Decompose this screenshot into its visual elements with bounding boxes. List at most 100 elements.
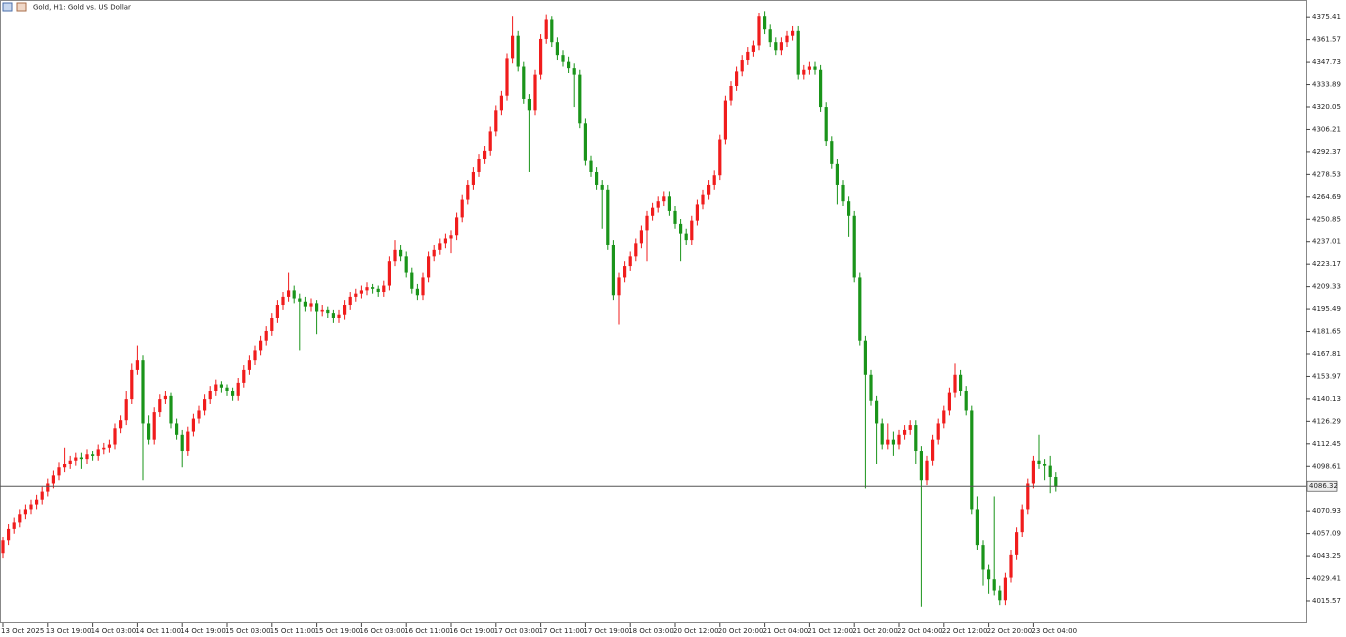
candle-body <box>158 399 162 413</box>
candle-body <box>802 69 806 75</box>
candle-body <box>589 160 593 172</box>
candle-body <box>197 410 201 419</box>
candle-body <box>471 171 475 185</box>
y-tick-label: 4057.09 <box>1312 530 1341 538</box>
candle-body <box>561 55 565 62</box>
candle-body <box>331 313 335 318</box>
candle-body <box>533 74 537 111</box>
x-tick-label: 16 Oct 11:00 <box>404 627 450 635</box>
chart-title: Gold, H1: Gold vs. US Dollar <box>33 4 131 12</box>
candle-body <box>779 42 783 51</box>
candle-body <box>516 35 520 67</box>
candle-body <box>729 85 733 101</box>
candle-body <box>35 499 39 505</box>
x-tick-label: 15 Oct 03:00 <box>225 627 271 635</box>
candle-body <box>253 350 257 361</box>
x-tick-label: 17 Oct 03:00 <box>494 627 540 635</box>
candle-body <box>96 449 100 456</box>
candle-body <box>975 509 979 546</box>
candle-body <box>29 504 33 510</box>
candle-body <box>673 210 677 224</box>
x-tick-label: 21 Oct 04:00 <box>763 627 809 635</box>
candle-body <box>712 175 716 185</box>
candle-body <box>785 35 789 43</box>
x-tick-label: 14 Oct 11:00 <box>135 627 181 635</box>
y-tick-label: 4375.41 <box>1312 13 1341 21</box>
plot-frame <box>0 0 1307 623</box>
candle-body <box>690 220 694 241</box>
candle-body <box>925 460 929 481</box>
candle-body <box>768 29 772 43</box>
candle-body <box>1031 460 1035 484</box>
candle-body <box>51 475 55 484</box>
icon[interactable] <box>16 2 27 12</box>
candle-body <box>309 303 313 307</box>
candle-body <box>107 444 111 448</box>
y-tick-label: 4320.05 <box>1312 103 1341 111</box>
y-tick-label: 4223.17 <box>1312 260 1341 268</box>
candle-body <box>432 249 436 257</box>
candle-body <box>399 249 403 257</box>
candle-body <box>421 277 425 296</box>
candle-body <box>891 439 895 445</box>
x-tick-label: 16 Oct 19:00 <box>449 627 495 635</box>
y-tick-label: 4361.57 <box>1312 36 1341 44</box>
price-label: 4086.32 <box>1309 482 1338 490</box>
candle-body <box>1009 554 1013 578</box>
candle-body <box>163 395 167 400</box>
candle-body <box>897 434 901 445</box>
candle-body <box>23 509 27 515</box>
candle-body <box>813 66 817 70</box>
candle-body <box>264 330 268 341</box>
icon[interactable] <box>2 2 13 12</box>
candle-body <box>947 392 951 411</box>
x-tick-label: 13 Oct 19:00 <box>46 627 92 635</box>
candle-body <box>863 340 867 375</box>
candle-body <box>662 196 666 202</box>
candle-body <box>505 58 509 96</box>
candle-body <box>522 66 526 99</box>
x-tick-label: 17 Oct 19:00 <box>583 627 629 635</box>
candle-body <box>483 150 487 159</box>
candle-body <box>875 400 879 424</box>
candle-body <box>488 131 492 151</box>
candle-body <box>645 215 649 231</box>
candle-body <box>908 425 912 430</box>
y-tick-label: 4333.89 <box>1312 81 1341 89</box>
candle-body <box>796 30 800 75</box>
y-tick-label: 4098.61 <box>1312 462 1341 470</box>
candle-body <box>298 298 302 302</box>
y-tick-label: 4070.93 <box>1312 507 1341 515</box>
candle-body <box>656 201 660 208</box>
candle-body <box>12 522 16 529</box>
candle-body <box>499 95 503 111</box>
candle-body <box>259 340 263 351</box>
candle-body <box>85 454 89 460</box>
y-tick-label: 4181.65 <box>1312 328 1341 336</box>
y-tick-label: 4015.57 <box>1312 597 1341 605</box>
candle-body <box>354 293 358 297</box>
candle-body <box>981 545 985 570</box>
y-tick-label: 4195.49 <box>1312 305 1341 313</box>
candle-body <box>247 360 251 370</box>
y-tick-label: 4153.97 <box>1312 372 1341 380</box>
price-label-box <box>1306 480 1338 492</box>
candle-body <box>959 374 963 391</box>
y-tick-label: 4112.45 <box>1312 440 1341 448</box>
candle-body <box>611 244 615 296</box>
candle-body <box>919 451 923 481</box>
x-tick-label: 23 Oct 04:00 <box>1031 627 1077 635</box>
x-tick-label: 14 Oct 19:00 <box>180 627 226 635</box>
candle-body <box>387 261 391 286</box>
candle-body <box>735 71 739 86</box>
x-tick-label: 17 Oct 11:00 <box>539 627 585 635</box>
candle-body <box>639 230 643 244</box>
candle-body <box>63 464 67 468</box>
x-tick-label: 15 Oct 19:00 <box>315 627 361 635</box>
y-tick-label: 4250.85 <box>1312 215 1341 223</box>
candle-body <box>527 98 531 111</box>
candle-body <box>427 256 431 278</box>
candle-body <box>494 110 498 132</box>
candle-body <box>242 369 246 383</box>
